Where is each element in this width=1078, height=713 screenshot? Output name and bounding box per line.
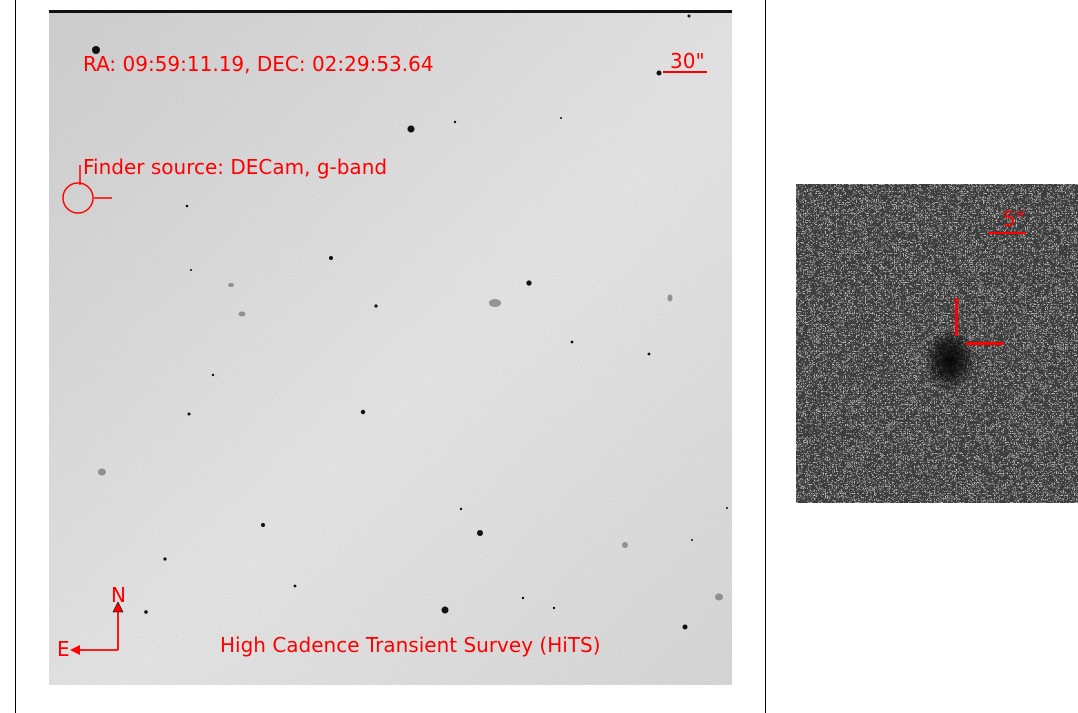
star (570, 340, 574, 344)
galaxy (98, 468, 106, 476)
divider-line (765, 0, 766, 713)
star (187, 412, 191, 416)
scale-bar (663, 71, 707, 73)
finder-chart-image (49, 10, 732, 685)
star (552, 606, 556, 610)
zoom-scale-bar (988, 232, 1026, 234)
survey-label: High Cadence Transient Survey (HiTS) (220, 633, 601, 657)
star (360, 409, 366, 415)
galaxy (715, 593, 723, 601)
star (647, 352, 651, 356)
zoom-scale-bar-label: 5" (1003, 207, 1025, 231)
zoom-noise-field (796, 184, 1078, 503)
star (190, 269, 192, 271)
galaxy (489, 299, 501, 307)
galaxy (667, 294, 673, 302)
galaxy (228, 283, 234, 287)
galaxy (622, 542, 628, 548)
galaxy (238, 311, 246, 317)
star (163, 557, 167, 561)
zoom-marker-horizontal (966, 342, 1004, 345)
zoom-cutout-image (796, 184, 1078, 503)
star (526, 280, 532, 286)
star (477, 530, 483, 536)
coordinates-label: RA: 09:59:11.19, DEC: 02:29:53.64 (83, 52, 434, 76)
galaxies (98, 283, 723, 601)
target-source (924, 328, 976, 392)
star (211, 373, 215, 377)
star (407, 125, 415, 133)
star (687, 14, 691, 18)
star (691, 539, 693, 541)
target-marker-icon (62, 165, 112, 214)
star (459, 507, 463, 511)
compass-north-label: N (111, 583, 126, 607)
star (144, 610, 148, 614)
star (521, 596, 525, 600)
compass-east-label: E (57, 637, 70, 661)
star (261, 523, 265, 527)
star (441, 606, 449, 614)
star (185, 204, 189, 208)
star (656, 70, 662, 76)
star (329, 256, 333, 260)
star (682, 624, 688, 630)
stars (92, 14, 728, 630)
star (92, 46, 100, 54)
zoom-marker-vertical (955, 298, 958, 336)
star (293, 584, 297, 588)
sky-field (49, 10, 732, 685)
star (726, 507, 728, 509)
finder-source-label: Finder source: DECam, g-band (83, 155, 388, 179)
left-border-line (15, 0, 16, 713)
star (453, 120, 457, 124)
compass-arrows-icon (70, 601, 124, 655)
scale-bar-label: 30" (670, 49, 705, 73)
star (374, 304, 378, 308)
star (560, 117, 562, 119)
